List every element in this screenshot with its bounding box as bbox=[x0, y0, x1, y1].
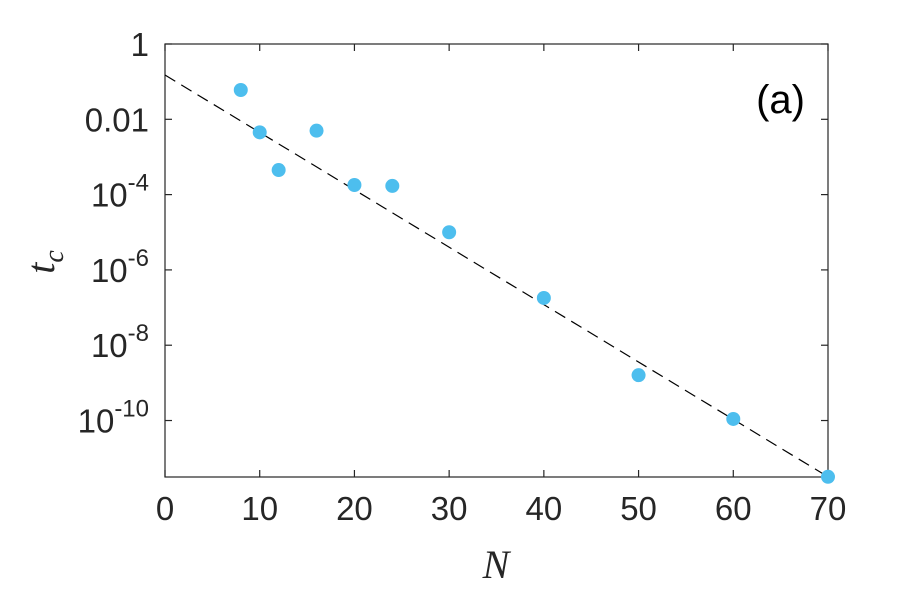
x-tick-label: 20 bbox=[336, 490, 373, 527]
x-tick-label: 30 bbox=[431, 490, 468, 527]
y-tick-label-exponent: -8 bbox=[128, 320, 149, 347]
x-tick-label: 10 bbox=[241, 490, 278, 527]
x-tick-label: 50 bbox=[620, 490, 657, 527]
y-tick-label-base: 10 bbox=[91, 327, 128, 364]
y-tick-label-base: 1 bbox=[131, 26, 149, 63]
y-tick-label: 10-6 bbox=[91, 245, 149, 289]
x-tick-label: 60 bbox=[715, 490, 752, 527]
x-axis-label: N bbox=[482, 542, 512, 587]
y-axis-label-main: t bbox=[18, 262, 63, 274]
data-point bbox=[347, 177, 362, 192]
y-tick-label-base: 10 bbox=[91, 252, 128, 289]
data-point bbox=[726, 411, 741, 426]
x-axis: 0 10 20 30 40 50 60 70 bbox=[156, 44, 847, 527]
y-tick-label-exponent: -6 bbox=[128, 245, 149, 272]
y-tick-label: 0.01 bbox=[85, 101, 149, 138]
plot-area bbox=[164, 43, 829, 478]
y-tick-label: 10-10 bbox=[78, 396, 149, 440]
fit-line bbox=[164, 74, 829, 478]
data-point bbox=[631, 368, 646, 383]
data-point bbox=[385, 178, 400, 193]
data-point bbox=[442, 225, 457, 240]
data-point bbox=[252, 125, 267, 140]
x-tick-label: 40 bbox=[525, 490, 562, 527]
y-tick-label-base: 10 bbox=[91, 177, 128, 214]
y-axis-label: tc bbox=[18, 250, 70, 274]
y-tick-label-exponent: -10 bbox=[114, 396, 149, 423]
data-point bbox=[821, 469, 835, 484]
x-tick-label: 0 bbox=[156, 490, 174, 527]
y-tick-label-exponent: -4 bbox=[128, 170, 149, 197]
y-tick-label-base: 0.01 bbox=[85, 101, 149, 138]
data-point bbox=[309, 123, 324, 138]
y-tick-label-base: 10 bbox=[78, 403, 115, 440]
y-tick-label: 10-8 bbox=[91, 320, 149, 364]
data-point bbox=[233, 83, 248, 98]
y-tick-label: 1 bbox=[131, 26, 149, 63]
x-tick-label: 70 bbox=[810, 490, 847, 527]
y-axis-label-subscript: c bbox=[39, 250, 70, 263]
data-points bbox=[233, 83, 835, 484]
data-point bbox=[271, 163, 286, 178]
fit-line-group bbox=[164, 74, 829, 478]
y-tick-label: 10-4 bbox=[91, 170, 149, 214]
data-point bbox=[536, 290, 551, 305]
panel-label: (a) bbox=[756, 78, 805, 122]
